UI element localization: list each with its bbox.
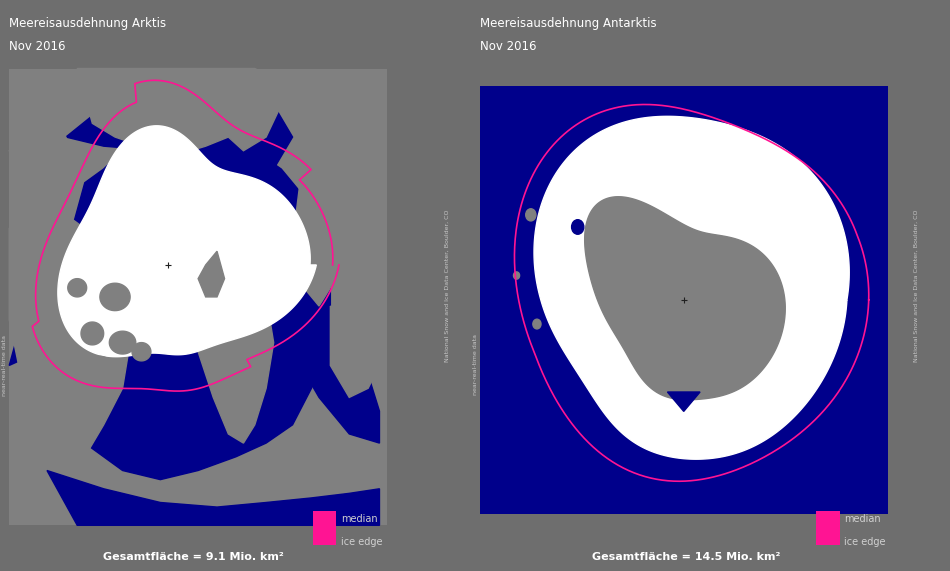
Text: ice edge: ice edge: [341, 537, 383, 547]
Polygon shape: [10, 206, 130, 471]
Polygon shape: [331, 306, 379, 397]
Polygon shape: [10, 123, 77, 206]
Polygon shape: [81, 322, 104, 345]
Polygon shape: [88, 356, 111, 375]
Text: median: median: [341, 514, 377, 524]
Text: Nov 2016: Nov 2016: [480, 40, 537, 53]
Text: Gesamtfläche = 14.5 Mio. km²: Gesamtfläche = 14.5 Mio. km²: [592, 552, 780, 562]
Polygon shape: [100, 283, 130, 311]
Circle shape: [514, 272, 520, 279]
Polygon shape: [668, 392, 700, 411]
Circle shape: [525, 209, 536, 221]
Bar: [10, 69, 387, 525]
Polygon shape: [266, 274, 379, 443]
Polygon shape: [191, 228, 274, 443]
Polygon shape: [132, 343, 151, 361]
Polygon shape: [584, 197, 786, 400]
Polygon shape: [180, 69, 199, 100]
Polygon shape: [77, 69, 281, 151]
Text: ice edge: ice edge: [845, 537, 886, 547]
Bar: [314, 511, 336, 545]
Text: Gesamtfläche = 9.1 Mio. km²: Gesamtfläche = 9.1 Mio. km²: [104, 552, 284, 562]
Polygon shape: [293, 137, 357, 306]
Polygon shape: [67, 279, 86, 297]
Polygon shape: [10, 260, 54, 365]
Polygon shape: [58, 126, 316, 357]
Bar: [480, 86, 887, 514]
Text: Nov 2016: Nov 2016: [10, 40, 66, 53]
Text: median: median: [845, 514, 881, 524]
Text: near-real-time data: near-real-time data: [2, 335, 7, 396]
Text: National Snow and Ice Data Center, Boulder, CO: National Snow and Ice Data Center, Bould…: [445, 209, 449, 362]
Text: near-real-time data: near-real-time data: [472, 333, 478, 395]
Text: National Snow and Ice Data Center, Boulder, CO: National Snow and Ice Data Center, Bould…: [914, 209, 919, 362]
Polygon shape: [199, 251, 224, 297]
Text: Meereisausdehnung Arktis: Meereisausdehnung Arktis: [10, 17, 166, 30]
Bar: [10, 69, 387, 525]
Polygon shape: [47, 471, 379, 525]
Bar: [816, 511, 840, 545]
Polygon shape: [109, 331, 136, 354]
Polygon shape: [534, 116, 849, 459]
Polygon shape: [66, 78, 293, 169]
Circle shape: [572, 220, 584, 234]
Text: Meereisausdehnung Antarktis: Meereisausdehnung Antarktis: [480, 17, 656, 30]
Circle shape: [533, 319, 541, 329]
Polygon shape: [54, 137, 331, 480]
